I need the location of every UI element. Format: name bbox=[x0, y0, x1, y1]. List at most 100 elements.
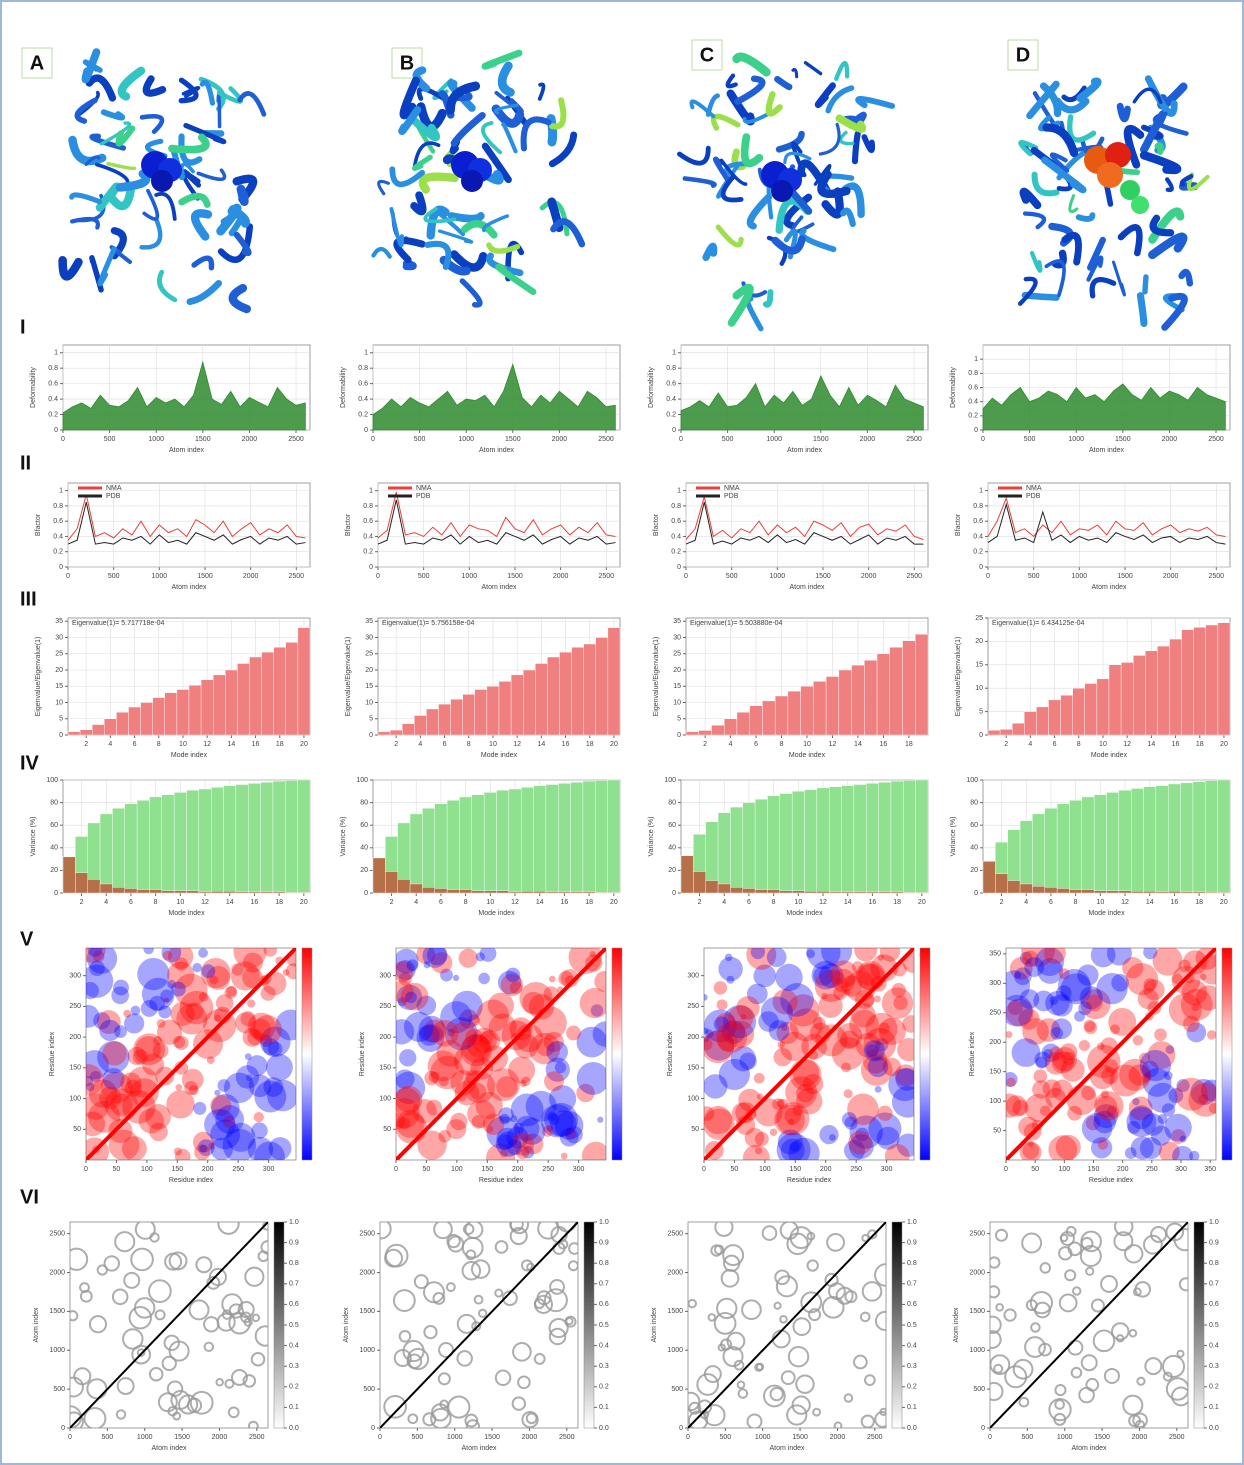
heatmap-texture bbox=[215, 1378, 224, 1387]
heatmap-texture bbox=[775, 963, 803, 992]
bar bbox=[1106, 890, 1120, 894]
y-axis-label: Atom index bbox=[343, 1307, 350, 1343]
protein-ribbon bbox=[799, 228, 837, 253]
protein-ribbon bbox=[814, 82, 836, 109]
heatmap-texture bbox=[446, 1119, 467, 1140]
heatmap-texture bbox=[835, 1286, 854, 1305]
y-tick-label: 100 bbox=[687, 1095, 699, 1102]
x-tick-label: 4 bbox=[1024, 899, 1028, 906]
x-axis-label: Atom index bbox=[151, 1445, 187, 1452]
x-tick-label: 2 bbox=[390, 899, 394, 906]
heatmap-texture bbox=[730, 1046, 756, 1072]
bar bbox=[1168, 891, 1181, 894]
heatmap-texture bbox=[70, 1411, 84, 1428]
protein-ribbon bbox=[178, 192, 211, 208]
protein-ribbon bbox=[459, 278, 483, 308]
bar bbox=[1072, 688, 1085, 736]
protein-ribbon bbox=[762, 289, 774, 308]
heatmap-texture bbox=[1168, 993, 1202, 1027]
y-tick-label: 30 bbox=[673, 634, 681, 641]
x-tick-label: 18 bbox=[1195, 899, 1203, 906]
bar bbox=[426, 708, 439, 736]
bar bbox=[791, 890, 805, 894]
heatmap-texture bbox=[1110, 1322, 1130, 1341]
heatmap-texture bbox=[1095, 1095, 1118, 1118]
heatmap-texture bbox=[245, 1074, 253, 1081]
protein-ribbon bbox=[410, 191, 427, 216]
heatmap-texture bbox=[282, 969, 290, 976]
heatmap-texture bbox=[267, 1041, 283, 1057]
heatmap-texture bbox=[488, 1013, 517, 1042]
bar bbox=[1118, 890, 1132, 894]
bar bbox=[136, 800, 150, 894]
x-tick-label: 10 bbox=[489, 741, 497, 748]
heatmap-texture bbox=[175, 1084, 183, 1091]
bar bbox=[459, 889, 473, 894]
heatmap-texture bbox=[902, 1015, 914, 1033]
heatmap-texture bbox=[861, 1281, 883, 1302]
colorbar-tick-label: 0.9 bbox=[289, 1239, 299, 1246]
heatmap-texture bbox=[1111, 973, 1129, 992]
bar bbox=[409, 883, 423, 894]
heatmap-texture bbox=[90, 1070, 102, 1082]
heatmap-texture bbox=[1126, 1106, 1157, 1137]
x-tick-label: 300 bbox=[573, 1166, 585, 1173]
heatmap-texture bbox=[786, 1232, 809, 1256]
heatmap-texture bbox=[710, 1244, 723, 1257]
heatmap-texture bbox=[114, 1025, 127, 1039]
heatmap-texture bbox=[554, 1110, 584, 1140]
y-tick-label: 15 bbox=[673, 683, 681, 690]
protein-ribbon bbox=[689, 99, 716, 119]
x-tick-label: 0 bbox=[394, 1166, 398, 1173]
protein-ribbon bbox=[183, 122, 227, 145]
y-tick-label: 1500 bbox=[667, 1308, 683, 1315]
x-tick-label: 1500 bbox=[815, 573, 831, 580]
heatmap-texture bbox=[162, 950, 173, 961]
bar bbox=[1081, 889, 1095, 894]
bar bbox=[1096, 678, 1110, 736]
x-tick-label: 2500 bbox=[598, 436, 614, 443]
protein-ribbon bbox=[710, 113, 741, 131]
heatmap-texture bbox=[546, 1124, 554, 1132]
colorbar-tick-label: 0.0 bbox=[599, 1425, 609, 1432]
heatmap-texture bbox=[422, 1281, 445, 1304]
heatmap-texture bbox=[760, 996, 793, 1029]
x-tick-label: 1000 bbox=[1068, 436, 1084, 443]
heatmap-texture bbox=[477, 1308, 488, 1318]
colorbar bbox=[1221, 947, 1233, 1161]
bar bbox=[570, 891, 584, 894]
bar bbox=[1217, 622, 1231, 736]
heatmap-texture bbox=[73, 1367, 92, 1386]
protein-ribbon bbox=[818, 122, 841, 156]
colorbar-tick-label: 0.2 bbox=[1209, 1384, 1219, 1391]
bar bbox=[607, 627, 621, 736]
protein-ribbon bbox=[715, 224, 744, 248]
plot-area bbox=[685, 482, 929, 568]
heatmap-texture bbox=[728, 1005, 754, 1031]
y-tick-label: 0.6 bbox=[666, 380, 676, 387]
heatmap-texture bbox=[454, 1080, 480, 1106]
heatmap-texture bbox=[1164, 1113, 1192, 1142]
heatmap-texture bbox=[1058, 1293, 1078, 1313]
bar bbox=[248, 891, 261, 894]
heatmap-texture bbox=[396, 1071, 426, 1104]
protein-ribbon bbox=[746, 193, 773, 230]
x-tick-label: 10 bbox=[1096, 899, 1104, 906]
y-tick-label: 0.4 bbox=[363, 533, 373, 540]
bar bbox=[717, 812, 731, 894]
bar bbox=[1143, 891, 1157, 894]
heatmap-texture bbox=[473, 1294, 484, 1305]
bar bbox=[851, 664, 865, 736]
heatmap-texture bbox=[525, 1090, 557, 1122]
heatmap-texture bbox=[1190, 1079, 1216, 1106]
x-axis-label: Mode index bbox=[168, 910, 205, 917]
bar bbox=[1044, 808, 1058, 894]
heatmap-texture bbox=[254, 1080, 287, 1113]
protein-ribbon bbox=[1049, 152, 1070, 173]
protein-ribbon bbox=[855, 96, 896, 109]
heatmap-texture bbox=[172, 1036, 186, 1049]
bar bbox=[558, 891, 571, 894]
y-tick-label: 0.4 bbox=[358, 396, 368, 403]
heatmap-texture bbox=[769, 1386, 784, 1402]
